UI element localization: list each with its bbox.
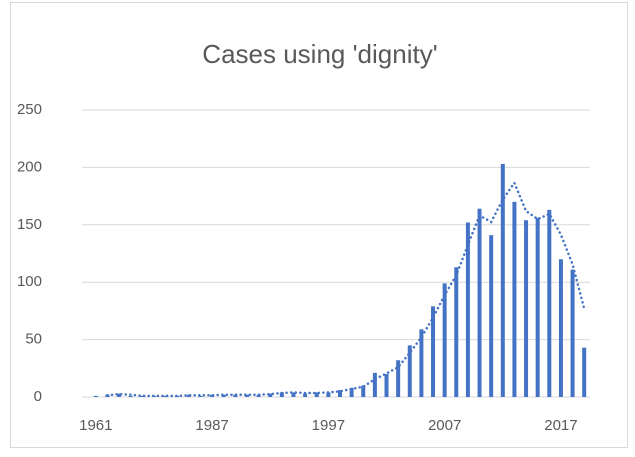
y-tick-label: 200 bbox=[17, 158, 42, 175]
x-tick-label: 1987 bbox=[195, 417, 228, 434]
x-tick-label: 2017 bbox=[544, 417, 577, 434]
chart-title: Cases using 'dignity' bbox=[202, 39, 437, 69]
bar bbox=[163, 395, 168, 397]
bar bbox=[117, 393, 122, 397]
bar bbox=[477, 208, 482, 397]
bar bbox=[512, 201, 517, 397]
x-tick-label: 2007 bbox=[428, 417, 461, 434]
bar bbox=[407, 345, 412, 397]
bar bbox=[326, 392, 331, 397]
bar bbox=[535, 217, 540, 397]
bar bbox=[361, 385, 366, 397]
bar bbox=[233, 394, 238, 397]
bar bbox=[93, 395, 98, 397]
y-tick-label: 100 bbox=[17, 273, 42, 290]
bar bbox=[338, 390, 342, 397]
bar bbox=[582, 347, 587, 397]
y-tick-label: 0 bbox=[34, 388, 42, 405]
bar bbox=[268, 393, 273, 397]
bar bbox=[547, 209, 552, 397]
bar bbox=[349, 387, 354, 397]
y-tick-label: 150 bbox=[17, 216, 42, 233]
bar bbox=[524, 220, 529, 397]
bar bbox=[396, 360, 401, 397]
bar bbox=[221, 394, 226, 397]
bar bbox=[419, 329, 424, 397]
bar bbox=[431, 306, 436, 397]
bar bbox=[570, 269, 575, 397]
bar bbox=[186, 394, 191, 397]
bar bbox=[244, 394, 249, 397]
bar bbox=[140, 395, 145, 397]
trendline bbox=[106, 180, 586, 398]
bar bbox=[303, 393, 308, 397]
x-tick-label: 1997 bbox=[312, 417, 345, 434]
bar bbox=[291, 392, 296, 397]
bar bbox=[500, 163, 505, 397]
bar bbox=[465, 222, 470, 397]
bar bbox=[558, 259, 563, 397]
x-tick-label: 1961 bbox=[79, 417, 112, 434]
bar bbox=[314, 392, 319, 397]
bar bbox=[279, 392, 284, 397]
y-tick-label: 250 bbox=[17, 101, 42, 118]
bar bbox=[454, 267, 459, 397]
bar bbox=[384, 374, 389, 397]
bar bbox=[198, 395, 203, 397]
bar bbox=[489, 235, 494, 397]
bar bbox=[442, 283, 447, 397]
bar bbox=[128, 395, 133, 397]
y-tick-label: 50 bbox=[25, 331, 42, 348]
bar bbox=[372, 372, 377, 397]
